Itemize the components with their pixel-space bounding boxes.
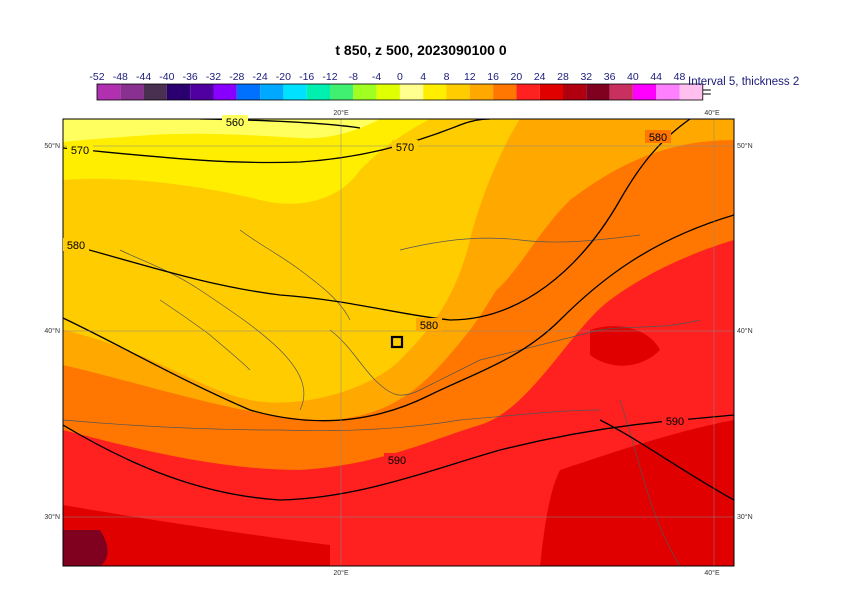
colorbar-swatch	[539, 84, 563, 100]
colorbar-tick-label: 28	[557, 71, 569, 83]
colorbar-tick-label: 32	[580, 71, 592, 83]
colorbar-tick-label: 0	[397, 71, 403, 83]
colorbar-tick-label: -4	[372, 71, 381, 83]
colorbar-tick-label: 44	[650, 71, 662, 83]
colorbar-swatch	[656, 84, 680, 100]
colorbar-tick-label: -44	[136, 71, 151, 83]
colorbar: -52 -48 -44 -40 -36 -32 -28 -24 -20 -16 -12 -8 -4 0 4 8…	[89, 71, 711, 101]
colorbar-swatch	[166, 84, 191, 100]
colorbar-swatch	[586, 84, 610, 100]
colorbar-swatch	[563, 84, 587, 100]
contour-label: 590	[666, 416, 684, 428]
contour-label: 580	[67, 240, 85, 252]
colorbar-tick-label: 36	[604, 71, 616, 83]
colorbar-swatch	[143, 84, 167, 100]
colorbar-tick-label: -8	[349, 71, 358, 83]
colorbar-tick-label: 12	[464, 71, 476, 83]
contour-labels: 560 570 570 580 580 580 590 590	[63, 115, 688, 467]
colorbar-swatch	[493, 84, 517, 100]
colorbar-swatch	[330, 84, 354, 100]
colorbar-tick-label: -52	[89, 71, 104, 83]
temperature-field	[63, 119, 734, 566]
colorbar-swatch	[353, 84, 377, 100]
colorbar-tick-label: -40	[159, 71, 174, 83]
colorbar-swatch	[423, 84, 447, 100]
colorbar-swatch	[446, 84, 470, 100]
lat-label-right: 50°N	[737, 142, 753, 150]
lon-label-top: 20°E	[333, 109, 349, 117]
axis-labels: 20°E 40°E 20°E 40°E 50°N 40°N 30°N 50°N …	[44, 109, 752, 577]
colorbar-tick-label: -48	[113, 71, 128, 83]
colorbar-tick-label: 4	[420, 71, 426, 83]
contour-label: 580	[420, 320, 438, 332]
colorbar-swatch	[376, 84, 400, 100]
colorbar-swatch	[306, 84, 330, 100]
colorbar-tick-label: 8	[444, 71, 450, 83]
lon-label-bottom: 40°E	[704, 569, 720, 577]
colorbar-tick-label: -32	[206, 71, 221, 83]
lat-label-right: 40°N	[737, 327, 753, 335]
lat-label-right: 30°N	[737, 513, 753, 521]
colorbar-swatch	[283, 84, 307, 100]
coastlines	[63, 229, 701, 566]
colorbar-swatch	[213, 84, 237, 100]
colorbar-swatch	[516, 84, 540, 100]
colorbar-swatch	[632, 84, 657, 100]
contour-label: 570	[396, 142, 414, 154]
contour-label: 590	[388, 455, 406, 467]
station-marker[interactable]	[390, 335, 404, 349]
plot-title: t 850, z 500, 2023090100 0	[335, 42, 507, 58]
colorbar-swatch	[260, 84, 284, 100]
colorbar-tick-label: 20	[511, 71, 523, 83]
contour-label: 560	[226, 117, 244, 129]
colorbar-swatch	[679, 84, 703, 100]
colorbar-tick-label: -12	[322, 71, 337, 83]
lat-label-left: 30°N	[44, 513, 60, 521]
colorbar-swatch	[190, 84, 214, 100]
colorbar-swatch	[469, 84, 494, 100]
colorbar-tick-label: -20	[276, 71, 291, 83]
geopotential-contours	[63, 119, 734, 501]
colorbar-frame	[96, 83, 704, 101]
lon-label-bottom: 20°E	[333, 569, 349, 577]
colorbar-swatch	[399, 84, 424, 100]
contour-label: 580	[649, 132, 667, 144]
colorbar-tick-label: -16	[299, 71, 314, 83]
colorbar-tick-label: -24	[253, 71, 268, 83]
colorbar-swatch	[97, 84, 121, 100]
lon-label-top: 40°E	[704, 109, 720, 117]
colorbar-tick-label: 24	[534, 71, 546, 83]
colorbar-swatch	[609, 84, 633, 100]
colorbar-tick-label: -28	[229, 71, 244, 83]
interval-note: Interval 5, thickness 2	[688, 76, 800, 88]
map-frame	[62, 118, 735, 567]
colorbar-tick-label: 40	[627, 71, 639, 83]
colorbar-swatch	[236, 84, 261, 100]
interval-connector	[702, 89, 711, 95]
colorbar-swatch	[120, 84, 144, 100]
contour-label: 570	[71, 145, 89, 157]
lat-label-left: 50°N	[44, 142, 60, 150]
colorbar-tick-label: 16	[487, 71, 499, 83]
colorbar-tick-label: 48	[674, 71, 686, 83]
colorbar-tick-label: -36	[183, 71, 198, 83]
lat-label-left: 40°N	[44, 327, 60, 335]
